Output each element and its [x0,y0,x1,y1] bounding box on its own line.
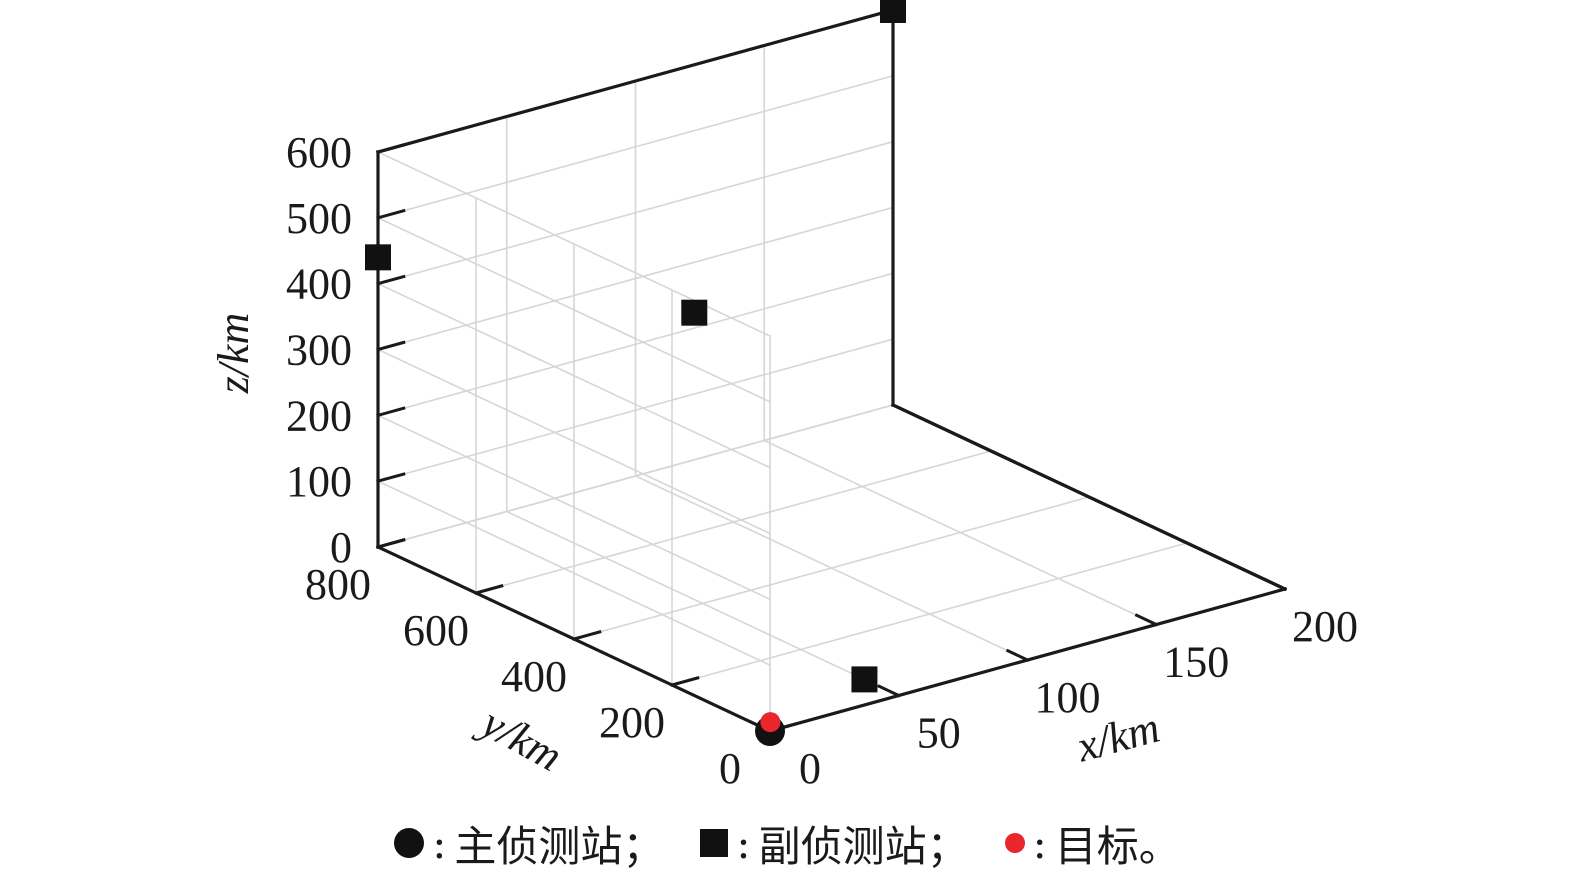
z-tick [376,208,406,220]
y-tick-label: 0 [719,744,741,793]
legend-separator: ； [622,821,665,871]
z-tick [376,143,406,154]
grid-line [377,338,894,483]
grid-line [376,282,772,469]
legend-item-sub-station: : 副侦测站； [700,813,969,874]
grid-line [573,496,1090,640]
grid-line [377,140,894,285]
z-tick-label: 600 [286,128,352,177]
secondary-station-point [851,666,878,693]
tick-labels: 0501001502000200400600800010020030040050… [286,128,1358,793]
target-point [760,712,781,733]
x-tick-label: 150 [1163,638,1229,687]
data-points [365,0,906,746]
secondary-station-point [365,244,391,271]
z-tick-label: 500 [286,194,352,243]
z-axis-label: z/km [209,313,258,395]
x-tick [877,684,901,698]
frame-edge [890,402,1288,592]
grid-line [376,414,772,601]
y-tick-label: 400 [501,652,567,701]
y-tick [572,630,602,641]
legend-colon: : [432,818,447,868]
x-tick-label: 100 [1035,673,1101,722]
legend-separator: ； [926,821,969,871]
y-axis-label: y/km [470,696,570,781]
x-tick-label: 200 [1292,602,1358,651]
axis-ticks [376,143,1287,733]
x-tick [1263,577,1287,591]
legend: : 主侦测站； : 副侦测站； : 目标。 [0,808,1575,878]
z-tick [376,538,406,549]
z-tick-label: 0 [330,523,352,572]
grid-line [377,74,894,219]
z-tick [376,472,406,484]
x-tick-label: 50 [917,709,961,758]
z-tick-label: 100 [286,457,352,506]
secondary-station-point [681,299,708,326]
legend-item-target: : 目标。 [1004,813,1181,874]
legend-label: 副侦测站 [758,821,927,871]
square-marker-icon [700,829,729,857]
z-tick-label: 400 [286,260,352,309]
y-tick [474,584,504,595]
3d-scatter-chart: 0501001502000200400600800010020030040050… [209,0,1358,793]
grid-line [671,542,1188,686]
grid-line [377,404,894,548]
y-tick-label: 800 [305,560,371,609]
z-tick-label: 200 [286,391,352,440]
z-tick [376,406,406,418]
y-tick-label: 200 [599,698,665,747]
dot-marker-icon [1004,833,1025,853]
grid-lines [376,9,1287,733]
legend-item-main-station: : 主侦测站； [394,813,664,874]
circle-marker-icon [394,828,425,858]
secondary-station-point [880,0,906,23]
axes-frame [375,8,1288,734]
legend-label: 目标 [1054,821,1139,871]
grid-line [376,348,772,535]
legend-terminator: 。 [1138,821,1181,871]
legend-colon: : [736,818,751,868]
z-tick [376,340,406,352]
x-tick-label: 0 [799,744,821,793]
y-tick-label: 600 [403,606,469,655]
z-tick-label: 300 [286,326,352,375]
x-tick [1005,648,1030,662]
legend-colon: : [1032,818,1047,868]
frame-edge [376,8,895,154]
grid-line [377,206,894,351]
legend-label: 主侦测站 [454,821,623,871]
x-tick [1134,613,1159,627]
z-tick [376,274,406,286]
grid-line [376,480,772,667]
grid-line [475,450,992,594]
y-tick [670,676,700,687]
grid-line [377,272,894,417]
grid-line [376,216,772,403]
